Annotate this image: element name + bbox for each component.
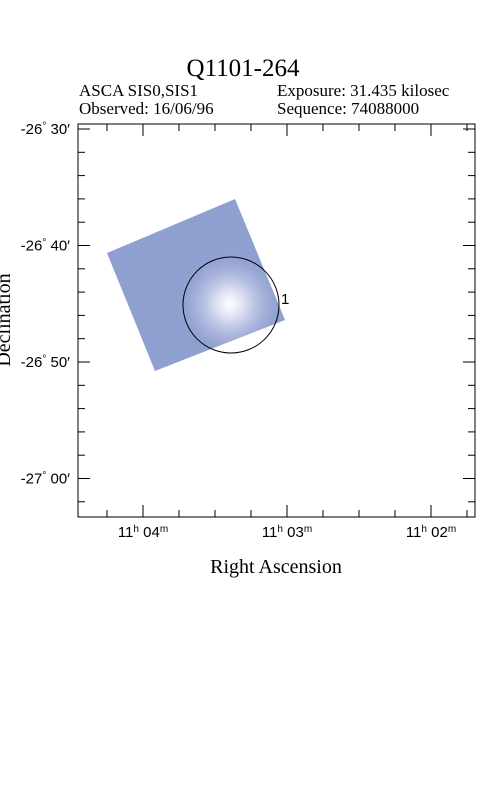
y-tick-label: -26° 50′ — [21, 354, 71, 371]
y-axis-label: Declination — [0, 273, 15, 366]
y-tick-label: -26° 40′ — [21, 238, 71, 255]
source-emission — [107, 199, 285, 371]
y-tick-label: -26° 30′ — [21, 121, 71, 138]
exposure-label: Exposure: 31.435 kilosec — [277, 81, 450, 100]
source-region-circle[interactable] — [182, 256, 280, 354]
x-tick-label: 11h 02m — [406, 524, 456, 541]
x-axis-label: Right Ascension — [210, 556, 342, 578]
instrument-label: ASCA SIS0,SIS1 — [79, 81, 199, 100]
tick-marks — [78, 124, 475, 517]
observed-label: Observed: 16/06/96 — [79, 99, 214, 118]
plot-frame — [77, 123, 476, 518]
x-tick-labels: 11h 04m 11h 03m 11h 02m — [118, 524, 456, 541]
plot-title: Q1101-264 — [186, 55, 300, 82]
sequence-label: Sequence: 74088000 — [277, 99, 420, 118]
x-tick-label: 11h 03m — [262, 524, 312, 541]
y-tick-label: -27° 00′ — [21, 471, 71, 488]
source-region-label: 1 — [281, 291, 289, 308]
y-tick-labels: -26° 30′ -26° 40′ -26° 50′ -27° 00′ — [21, 121, 71, 488]
x-tick-label: 11h 04m — [118, 524, 168, 541]
